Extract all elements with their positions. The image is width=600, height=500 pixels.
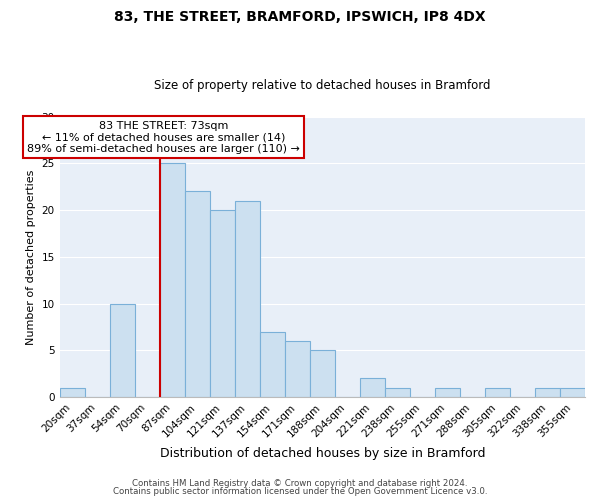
Text: 83, THE STREET, BRAMFORD, IPSWICH, IP8 4DX: 83, THE STREET, BRAMFORD, IPSWICH, IP8 4… — [114, 10, 486, 24]
Bar — [285, 341, 310, 397]
Bar — [59, 388, 85, 397]
X-axis label: Distribution of detached houses by size in Bramford: Distribution of detached houses by size … — [160, 447, 485, 460]
Text: Contains HM Land Registry data © Crown copyright and database right 2024.: Contains HM Land Registry data © Crown c… — [132, 478, 468, 488]
Text: 83 THE STREET: 73sqm
← 11% of detached houses are smaller (14)
89% of semi-detac: 83 THE STREET: 73sqm ← 11% of detached h… — [27, 120, 300, 154]
Bar — [185, 192, 209, 397]
Title: Size of property relative to detached houses in Bramford: Size of property relative to detached ho… — [154, 79, 491, 92]
Bar — [260, 332, 285, 397]
Bar — [385, 388, 410, 397]
Bar — [535, 388, 560, 397]
Bar — [360, 378, 385, 397]
Bar — [560, 388, 585, 397]
Bar — [485, 388, 510, 397]
Bar — [310, 350, 335, 397]
Y-axis label: Number of detached properties: Number of detached properties — [26, 169, 36, 344]
Text: Contains public sector information licensed under the Open Government Licence v3: Contains public sector information licen… — [113, 487, 487, 496]
Bar — [435, 388, 460, 397]
Bar — [209, 210, 235, 397]
Bar — [160, 164, 185, 397]
Bar — [235, 201, 260, 397]
Bar — [110, 304, 134, 397]
